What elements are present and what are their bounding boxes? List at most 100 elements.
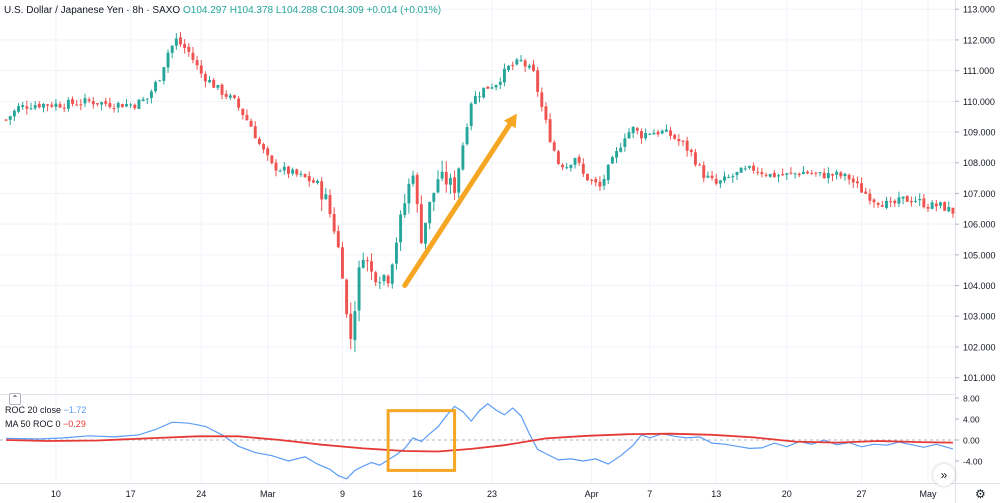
candle-body <box>33 105 37 109</box>
candle-body <box>21 105 25 107</box>
candle-body <box>648 133 652 135</box>
candle-body <box>909 201 913 203</box>
price-tick-label: 101.000 <box>963 373 996 383</box>
candle-body <box>257 138 261 144</box>
ma-legend[interactable]: MA 50 ROC 0 −0.29 <box>5 419 86 429</box>
ohlc-close: C104.309 <box>320 5 364 16</box>
candle-body <box>270 155 274 164</box>
candle-body <box>79 104 83 106</box>
candle-body <box>95 103 99 105</box>
time-tick-label: 10 <box>51 489 61 499</box>
candle-body <box>772 172 776 177</box>
candle-body <box>145 98 149 100</box>
roc-value: −1.72 <box>63 405 87 415</box>
candle-body <box>793 173 797 175</box>
candle-body <box>727 177 731 179</box>
candle-body <box>482 87 486 98</box>
candle-body <box>129 104 133 106</box>
candle-body <box>174 38 178 46</box>
ohlc-low: L104.288 <box>275 5 318 16</box>
ohlc-change: +0.014 (+0.01%) <box>366 5 442 16</box>
candle-body <box>565 167 569 169</box>
candle-body <box>544 106 548 120</box>
candle-body <box>357 267 361 311</box>
candle-body <box>897 197 901 204</box>
candle-body <box>939 202 942 206</box>
candle-body <box>411 175 415 184</box>
candle-body <box>444 172 448 185</box>
candle-body <box>453 177 457 193</box>
candle-body <box>336 231 340 248</box>
candle-body <box>183 43 187 49</box>
candle-body <box>689 149 693 152</box>
candle-body <box>179 37 182 45</box>
candle-body <box>62 107 66 109</box>
price-tick-label: 104.000 <box>963 281 996 291</box>
candle-body <box>693 152 697 165</box>
candle-body <box>324 194 328 200</box>
candle-body <box>502 68 506 83</box>
candle-body <box>241 108 245 116</box>
candle-body <box>610 157 614 164</box>
candle-body <box>419 204 423 244</box>
candle-body <box>249 120 253 127</box>
candle-body <box>473 96 477 104</box>
candle-body <box>415 175 419 205</box>
candle-body <box>91 101 95 105</box>
symbol-title[interactable]: U.S. Dollar / Japanese Yen · 8h · SAXO <box>4 5 181 16</box>
candle-body <box>424 222 427 244</box>
candle-body <box>100 102 104 105</box>
candle-body <box>747 166 751 168</box>
price-tick-label: 109.000 <box>963 128 996 138</box>
indicator-series <box>6 403 954 480</box>
candle-body <box>25 106 29 109</box>
candle-body <box>718 180 722 184</box>
candle-body <box>41 103 45 108</box>
candle-body <box>432 192 436 202</box>
ma-value: −0.29 <box>63 419 86 429</box>
candle-body <box>287 166 290 174</box>
candle-body <box>548 119 552 143</box>
candle-body <box>951 207 955 214</box>
collapse-pane-icon[interactable]: ⌃ <box>9 393 21 405</box>
candle-body <box>386 275 390 284</box>
candle-body <box>706 175 710 178</box>
candle-body <box>577 156 581 163</box>
candle-body <box>918 198 922 201</box>
candle-body <box>71 99 74 104</box>
candle-body <box>390 264 394 284</box>
trend-arrow-shaft <box>402 121 513 289</box>
grid-lines <box>0 0 955 483</box>
gear-icon[interactable]: ⚙ <box>975 487 986 501</box>
candle-body <box>237 98 241 108</box>
candle-body <box>752 165 756 171</box>
candle-body <box>370 261 373 272</box>
candle-body <box>868 193 872 201</box>
candle-body <box>540 92 544 107</box>
candle-body <box>523 60 527 67</box>
candle-body <box>17 106 20 112</box>
candle-body <box>224 93 228 97</box>
candle-body <box>623 138 627 147</box>
candle-body <box>631 126 635 134</box>
candle-body <box>166 52 170 68</box>
candle-body <box>233 95 236 98</box>
candle-body <box>494 85 498 88</box>
candle-body <box>170 45 174 53</box>
candle-body <box>594 179 598 183</box>
scroll-to-realtime-button[interactable]: » <box>933 464 955 486</box>
candle-body <box>606 164 610 181</box>
candle-body <box>569 164 573 169</box>
candle-body <box>685 140 689 151</box>
candle-body <box>104 101 108 104</box>
roc-legend[interactable]: ROC 20 close −1.72 <box>5 405 86 415</box>
time-tick-label: 24 <box>196 489 206 499</box>
roc-tick-label: 8.00 <box>963 394 980 404</box>
candle-body <box>527 65 531 68</box>
candle-body <box>112 107 116 109</box>
candle-body <box>864 191 868 194</box>
candle-body <box>885 200 888 208</box>
candle-body <box>29 108 33 110</box>
candle-body <box>469 103 473 126</box>
